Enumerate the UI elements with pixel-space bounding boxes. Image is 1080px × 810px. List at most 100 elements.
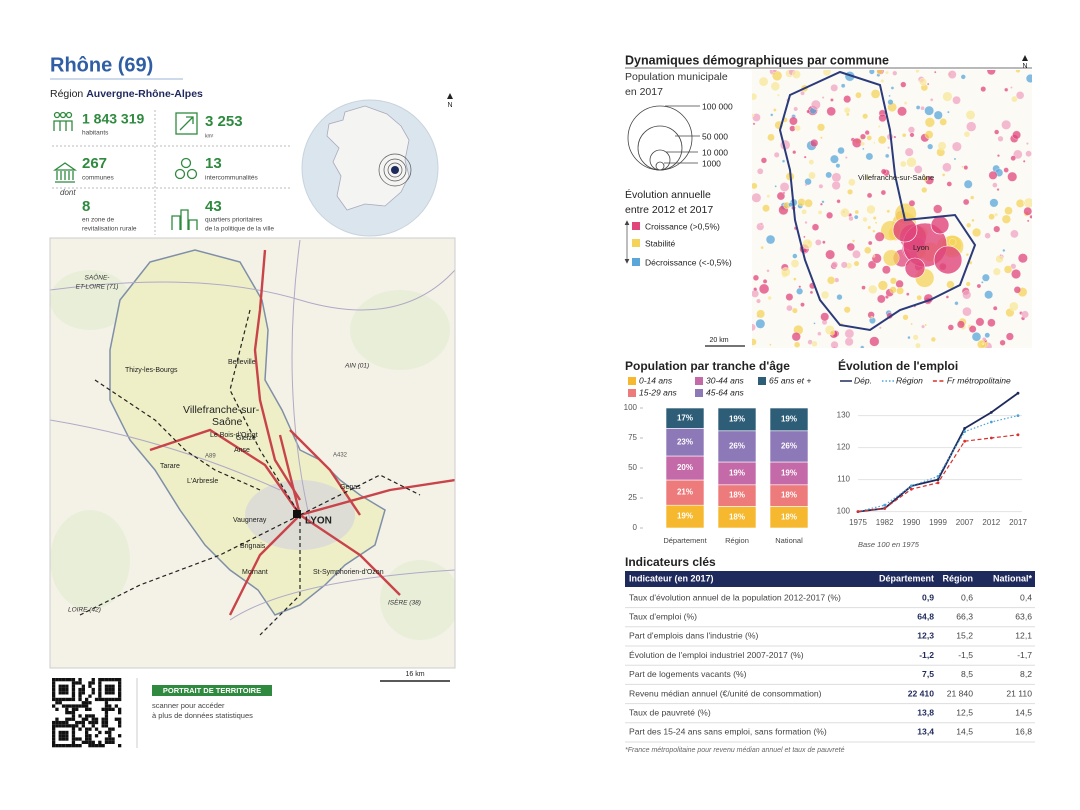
qr-module — [101, 678, 105, 682]
table-cell: 13,4 — [917, 727, 934, 737]
commune-bubble — [1001, 119, 1012, 130]
qr-module — [55, 697, 59, 702]
legend-arrow — [624, 220, 630, 264]
commune-bubble — [920, 106, 925, 111]
qr-module — [98, 744, 102, 748]
commune-bubble — [882, 249, 900, 267]
qr-module — [118, 720, 122, 725]
qr-module — [55, 724, 59, 728]
qr-module — [75, 724, 79, 728]
qr-module — [81, 717, 85, 721]
commune-bubble — [756, 168, 764, 175]
table-cell: -1,5 — [958, 650, 973, 660]
commune-bubble — [801, 208, 807, 215]
commune-bubble — [864, 130, 870, 136]
table-cell: 8,5 — [961, 669, 973, 679]
qr-module — [118, 744, 122, 748]
commune-bubble — [830, 84, 839, 92]
commune-bubble — [1011, 95, 1018, 103]
commune-bubble — [997, 154, 1000, 158]
qr-module — [71, 694, 76, 698]
qr-module — [71, 711, 76, 715]
commune-bubble — [794, 124, 801, 132]
qr-module — [75, 707, 79, 711]
table-cell: 13,8 — [917, 707, 934, 717]
qr-module — [78, 714, 82, 718]
qr-module — [118, 724, 122, 728]
bar-segment — [665, 407, 705, 429]
qr-module — [114, 697, 118, 702]
qr-module — [61, 697, 66, 702]
map-label: Tarare — [160, 463, 180, 470]
commune-bubble — [844, 156, 848, 159]
table-cell: 0,4 — [1020, 592, 1032, 602]
qr-module — [81, 704, 85, 708]
map-label: LYON — [305, 516, 332, 527]
data-label: 26% — [729, 442, 745, 451]
commune-bubble — [804, 198, 813, 208]
commune-bubble — [772, 70, 778, 73]
commune-bubble — [882, 265, 891, 275]
qr-module — [71, 707, 76, 711]
commune-bubble — [962, 198, 970, 206]
qr-module — [88, 734, 92, 738]
legend-title: Population municipale — [625, 71, 728, 83]
x-tick-label: National — [775, 536, 803, 545]
table-cell: Revenu médian annuel (€/unité de consomm… — [629, 688, 822, 698]
qr-module — [61, 678, 66, 682]
commune-bubble — [752, 122, 756, 126]
commune-bubble — [927, 82, 930, 86]
commune-bubble — [967, 324, 971, 328]
size-label: 100 000 — [702, 101, 733, 111]
qr-module — [58, 697, 62, 702]
commune-bubble — [933, 110, 943, 120]
x-tick-label: 1982 — [876, 518, 894, 527]
commune-bubble — [809, 290, 814, 295]
stat-label: revitalisation rurale — [82, 226, 137, 233]
stat-label: intercommunalités — [205, 175, 258, 182]
qr-module — [111, 740, 115, 744]
commune-bubble — [892, 217, 918, 243]
qr-module — [71, 724, 76, 728]
stat-value: 1 843 319 — [82, 111, 144, 127]
commune-bubble — [930, 98, 934, 102]
qr-module — [108, 687, 112, 692]
point — [989, 420, 993, 424]
commune-bubble — [981, 273, 990, 282]
commune-bubble — [988, 170, 998, 180]
x-tick-label: 2012 — [982, 518, 1000, 527]
commune-bubble — [825, 171, 832, 179]
commune-bubble — [904, 147, 914, 157]
chart-title: Évolution de l'emploi — [838, 358, 958, 373]
commune-bubble — [1013, 149, 1023, 160]
commune-bubble — [980, 86, 987, 92]
point — [856, 510, 860, 513]
qr-module — [88, 740, 92, 744]
commune-bubble — [988, 213, 995, 220]
commune-bubble — [830, 340, 839, 348]
stat-value: 3 253 — [205, 113, 243, 130]
qr-module — [91, 717, 95, 721]
commune-bubble — [915, 105, 921, 110]
commune-bubble — [987, 318, 996, 327]
commune-bubble — [900, 160, 907, 168]
commune-bubble — [854, 209, 859, 215]
qr-module — [52, 727, 56, 731]
commune-bubble — [902, 314, 909, 321]
legend-swatch — [628, 389, 636, 397]
table-cell: 21 110 — [1006, 688, 1032, 698]
table-cell: 0,6 — [961, 592, 973, 602]
qr-module — [71, 737, 76, 741]
qr-module — [108, 727, 112, 731]
qr-module — [88, 701, 92, 705]
commune-bubble — [902, 133, 907, 138]
map-label: Mornant — [242, 569, 268, 576]
qr-module — [55, 717, 59, 721]
qr-module — [111, 737, 115, 741]
map-label: Belleville — [228, 359, 256, 366]
qr-module — [81, 720, 85, 725]
commune-bubble — [996, 188, 1000, 191]
commune-bubble — [766, 269, 770, 273]
qr-module — [108, 734, 112, 738]
qr-module — [52, 681, 56, 685]
